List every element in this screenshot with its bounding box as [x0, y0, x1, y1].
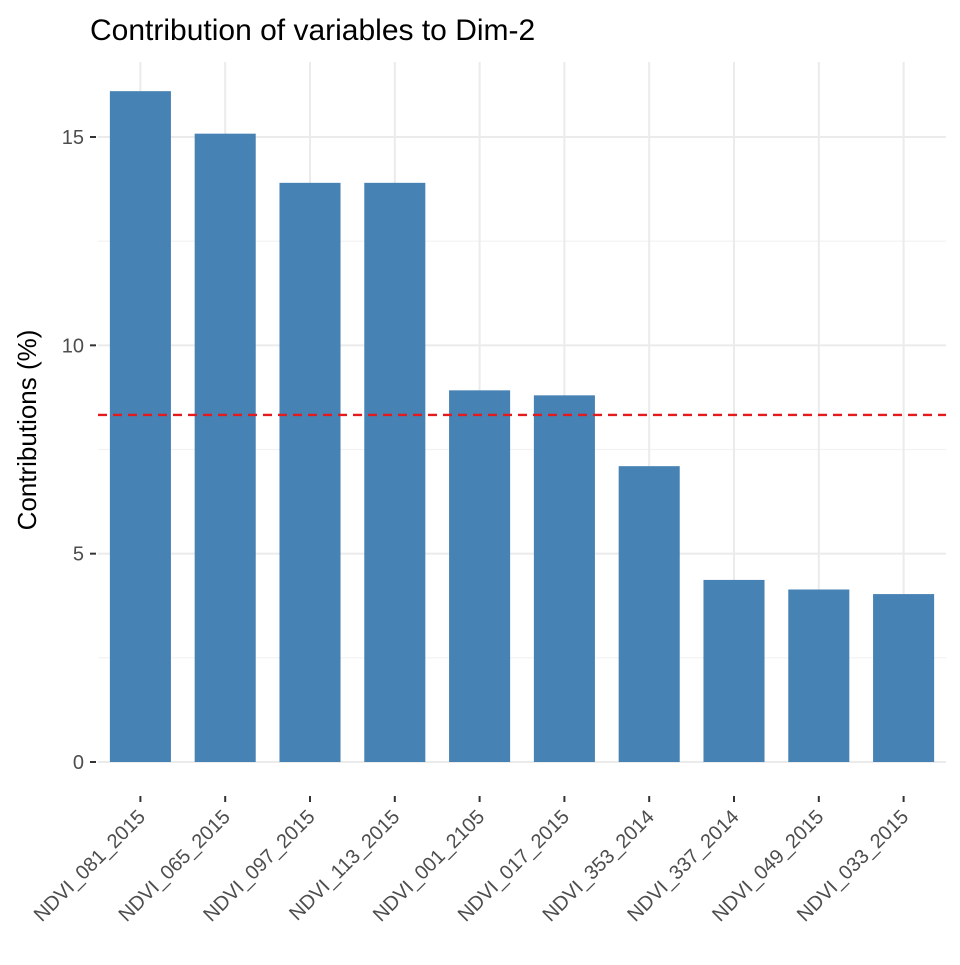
bar [364, 182, 426, 763]
y-axis-title: Contributions (%) [12, 330, 42, 531]
bars [109, 91, 935, 763]
y-tick-label: 5 [73, 544, 84, 566]
bar [618, 466, 680, 762]
y-tick-label: 0 [73, 752, 84, 774]
bar [109, 91, 171, 762]
chart-title: Contribution of variables to Dim-2 [90, 14, 535, 47]
bar [873, 594, 935, 762]
bar [194, 133, 256, 762]
bar [788, 589, 850, 762]
y-tick-label: 10 [62, 335, 84, 357]
y-tick-label: 15 [62, 127, 84, 149]
bar [449, 390, 511, 762]
bar [279, 182, 341, 763]
bar [703, 579, 765, 762]
bar [533, 395, 595, 762]
